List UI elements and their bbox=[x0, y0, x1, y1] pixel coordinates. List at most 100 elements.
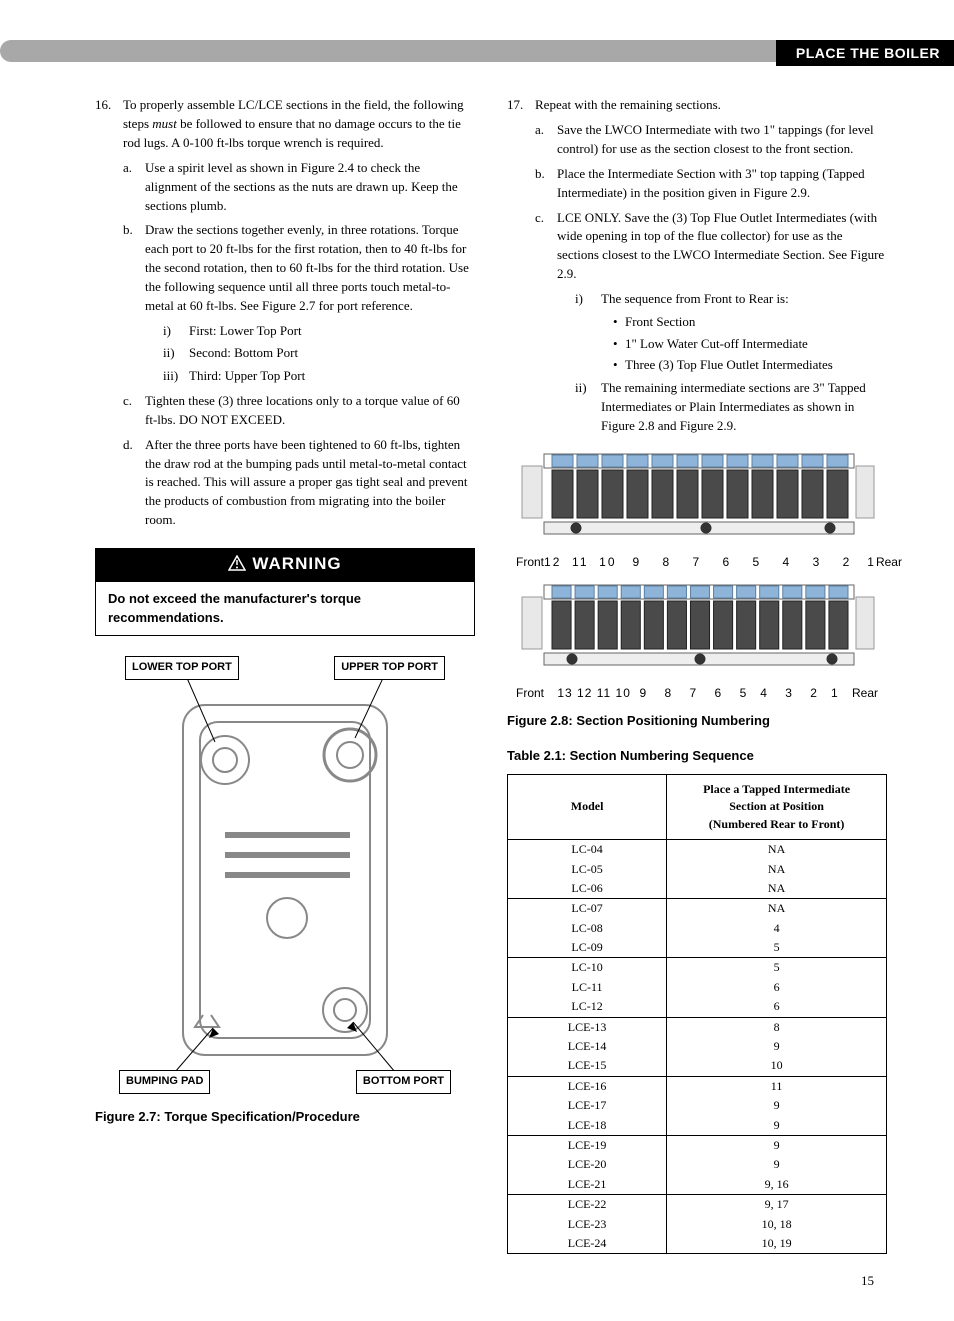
cell-model: LC-12 bbox=[508, 997, 667, 1017]
cell-model: LCE-18 bbox=[508, 1116, 667, 1136]
c-ii: ii) The remaining intermediate sections a… bbox=[575, 379, 887, 436]
cell-model: LCE-23 bbox=[508, 1215, 667, 1234]
table-row: LCE-199 bbox=[508, 1135, 887, 1155]
diagram-1-labels: Front 12 11 10 9 8 7 6 5 4 3 2 1 Rear bbox=[516, 554, 878, 571]
label-bottom-port: BOTTOM PORT bbox=[356, 1070, 451, 1094]
r-txt-b: Place the Intermediate Section with 3" t… bbox=[557, 166, 865, 200]
cell-model: LCE-21 bbox=[508, 1175, 667, 1195]
diagram-row-2: Front 13 12 11 10 9 8 7 6 5 4 3 2 1 Rear bbox=[516, 577, 878, 702]
table-row: LCE-179 bbox=[508, 1096, 887, 1115]
cell-model: LCE-16 bbox=[508, 1076, 667, 1096]
cell-position: NA bbox=[667, 899, 887, 919]
step17-item-a: a. Save the LWCO Intermediate with two 1"… bbox=[535, 121, 887, 159]
table-row: LC-105 bbox=[508, 958, 887, 978]
cell-model: LCE-13 bbox=[508, 1017, 667, 1037]
bullet-1: Front Section bbox=[613, 313, 887, 332]
figure-2-8-caption: Figure 2.8: Section Positioning Numberin… bbox=[507, 712, 887, 731]
c-i: i) The sequence from Front to Rear is: Fr… bbox=[575, 290, 887, 375]
step16-item-a: a.Use a spirit level as shown in Figure … bbox=[123, 159, 475, 216]
cell-position: 9 bbox=[667, 1037, 887, 1056]
c-ii-txt: The remaining intermediate sections are … bbox=[601, 380, 866, 433]
txt-c: Tighten these (3) three locations only t… bbox=[145, 393, 460, 427]
cell-position: 4 bbox=[667, 919, 887, 938]
table-row: LCE-189 bbox=[508, 1116, 887, 1136]
table-body: LC-04NALC-05NALC-06NALC-07NALC-084LC-095… bbox=[508, 840, 887, 1254]
cell-model: LCE-20 bbox=[508, 1155, 667, 1174]
cell-position: 6 bbox=[667, 997, 887, 1017]
cell-model: LCE-24 bbox=[508, 1234, 667, 1254]
th-position: Place a Tapped Intermediate Section at P… bbox=[667, 774, 887, 839]
cell-model: LC-07 bbox=[508, 899, 667, 919]
c-i-num: i) bbox=[575, 290, 583, 309]
step-16: 16. To properly assemble LC/LCE sections… bbox=[95, 96, 475, 530]
table-row: LC-05NA bbox=[508, 860, 887, 879]
cell-position: 9, 16 bbox=[667, 1175, 887, 1195]
page-content: 16. To properly assemble LC/LCE sections… bbox=[0, 96, 954, 1254]
d2-nums: 13 12 11 10 9 8 7 6 5 4 3 2 1 bbox=[544, 685, 852, 702]
th-pos-l1: Place a Tapped Intermediate bbox=[675, 781, 878, 798]
table-row: LCE-229, 17 bbox=[508, 1195, 887, 1215]
label-lower-top-port: LOWER TOP PORT bbox=[125, 656, 239, 680]
b-ii-txt: Second: Bottom Port bbox=[189, 345, 298, 360]
b-i-num: i) bbox=[163, 322, 171, 341]
cell-position: NA bbox=[667, 879, 887, 899]
cell-model: LC-11 bbox=[508, 978, 667, 997]
left-column: 16. To properly assemble LC/LCE sections… bbox=[95, 96, 475, 1254]
cell-model: LCE-22 bbox=[508, 1195, 667, 1215]
cell-position: 5 bbox=[667, 938, 887, 958]
r-lbl-a: a. bbox=[535, 121, 544, 140]
cell-position: NA bbox=[667, 840, 887, 860]
cell-model: LCE-19 bbox=[508, 1135, 667, 1155]
step-17-num: 17. bbox=[507, 96, 523, 115]
label-bumping-pad: BUMPING PAD bbox=[119, 1070, 210, 1094]
step16-item-b: b.Draw the sections together evenly, in … bbox=[123, 221, 475, 386]
warning-icon bbox=[228, 554, 246, 579]
lbl-d: d. bbox=[123, 436, 133, 455]
diagram-2-svg bbox=[516, 577, 878, 677]
cell-model: LCE-14 bbox=[508, 1037, 667, 1056]
r-lbl-b: b. bbox=[535, 165, 545, 184]
b-iii: iii)Third: Upper Top Port bbox=[163, 367, 475, 386]
c-i-txt: The sequence from Front to Rear is: bbox=[601, 291, 789, 306]
cell-model: LC-04 bbox=[508, 840, 667, 860]
step16-em: must bbox=[152, 116, 177, 131]
txt-d: After the three ports have been tightene… bbox=[145, 437, 468, 527]
lbl-c: c. bbox=[123, 392, 132, 411]
c-ii-num: ii) bbox=[575, 379, 587, 398]
step-17-text: Repeat with the remaining sections. bbox=[535, 97, 721, 112]
cell-model: LC-08 bbox=[508, 919, 667, 938]
diagram-row-1: Front 12 11 10 9 8 7 6 5 4 3 2 1 Rear bbox=[516, 446, 878, 571]
figure-2-7-svg bbox=[105, 650, 465, 1100]
th-pos-l2: Section at Position bbox=[675, 798, 878, 815]
warning-body: Do not exceed the manufacturer's torque … bbox=[96, 582, 474, 636]
header-title: PLACE THE BOILER bbox=[776, 40, 954, 66]
cell-model: LC-05 bbox=[508, 860, 667, 879]
table-row: LC-126 bbox=[508, 997, 887, 1017]
table-row: LCE-219, 16 bbox=[508, 1175, 887, 1195]
cell-position: 6 bbox=[667, 978, 887, 997]
cell-position: 9 bbox=[667, 1155, 887, 1174]
cell-position: NA bbox=[667, 860, 887, 879]
cell-model: LC-10 bbox=[508, 958, 667, 978]
figure-2-7-caption: Figure 2.7: Torque Specification/Procedu… bbox=[95, 1108, 475, 1127]
table-row: LCE-209 bbox=[508, 1155, 887, 1174]
cell-position: 9, 17 bbox=[667, 1195, 887, 1215]
page-number: 15 bbox=[0, 1254, 954, 1321]
table-row: LC-07NA bbox=[508, 899, 887, 919]
table-row: LC-116 bbox=[508, 978, 887, 997]
r-txt-a: Save the LWCO Intermediate with two 1" t… bbox=[557, 122, 874, 156]
d1-front: Front bbox=[516, 554, 544, 571]
th-model: Model bbox=[508, 774, 667, 839]
table-row: LCE-149 bbox=[508, 1037, 887, 1056]
d2-front: Front bbox=[516, 685, 544, 702]
bullet-2: 1" Low Water Cut-off Intermediate bbox=[613, 335, 887, 354]
step16-item-c: c. Tighten these (3) three locations only… bbox=[123, 392, 475, 430]
step-17: 17. Repeat with the remaining sections. … bbox=[507, 96, 887, 436]
step16-item-d: d. After the three ports have been tighte… bbox=[123, 436, 475, 530]
table-row: LC-084 bbox=[508, 919, 887, 938]
lbl-b: b. bbox=[123, 221, 133, 240]
b-ii-num: ii) bbox=[163, 344, 175, 363]
lbl-a: a. bbox=[123, 159, 132, 178]
cell-position: 9 bbox=[667, 1135, 887, 1155]
label-upper-top-port: UPPER TOP PORT bbox=[334, 656, 445, 680]
